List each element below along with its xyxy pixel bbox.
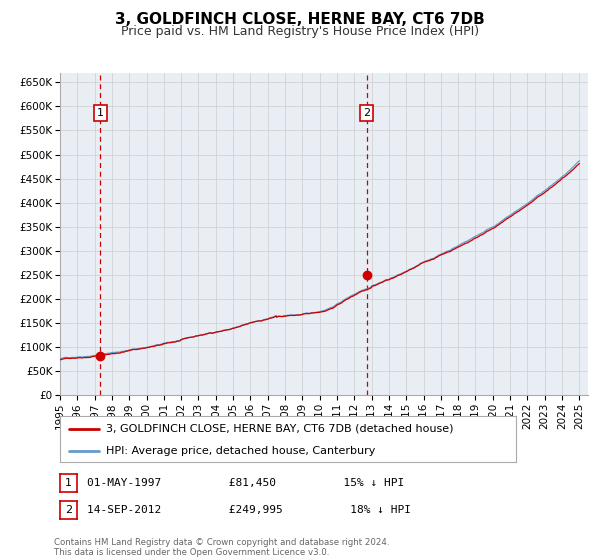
Text: 14-SEP-2012          £249,995          18% ↓ HPI: 14-SEP-2012 £249,995 18% ↓ HPI [87, 505, 411, 515]
Text: 1: 1 [65, 478, 72, 488]
Text: Contains HM Land Registry data © Crown copyright and database right 2024.: Contains HM Land Registry data © Crown c… [54, 538, 389, 547]
Text: HPI: Average price, detached house, Canterbury: HPI: Average price, detached house, Cant… [106, 446, 375, 455]
Text: 2: 2 [363, 108, 370, 118]
Text: This data is licensed under the Open Government Licence v3.0.: This data is licensed under the Open Gov… [54, 548, 329, 557]
Text: Price paid vs. HM Land Registry's House Price Index (HPI): Price paid vs. HM Land Registry's House … [121, 25, 479, 38]
Text: 01-MAY-1997          £81,450          15% ↓ HPI: 01-MAY-1997 £81,450 15% ↓ HPI [87, 478, 404, 488]
Text: 3, GOLDFINCH CLOSE, HERNE BAY, CT6 7DB: 3, GOLDFINCH CLOSE, HERNE BAY, CT6 7DB [115, 12, 485, 27]
Text: 1: 1 [97, 108, 104, 118]
Text: 2: 2 [65, 505, 72, 515]
Text: 3, GOLDFINCH CLOSE, HERNE BAY, CT6 7DB (detached house): 3, GOLDFINCH CLOSE, HERNE BAY, CT6 7DB (… [106, 424, 453, 434]
